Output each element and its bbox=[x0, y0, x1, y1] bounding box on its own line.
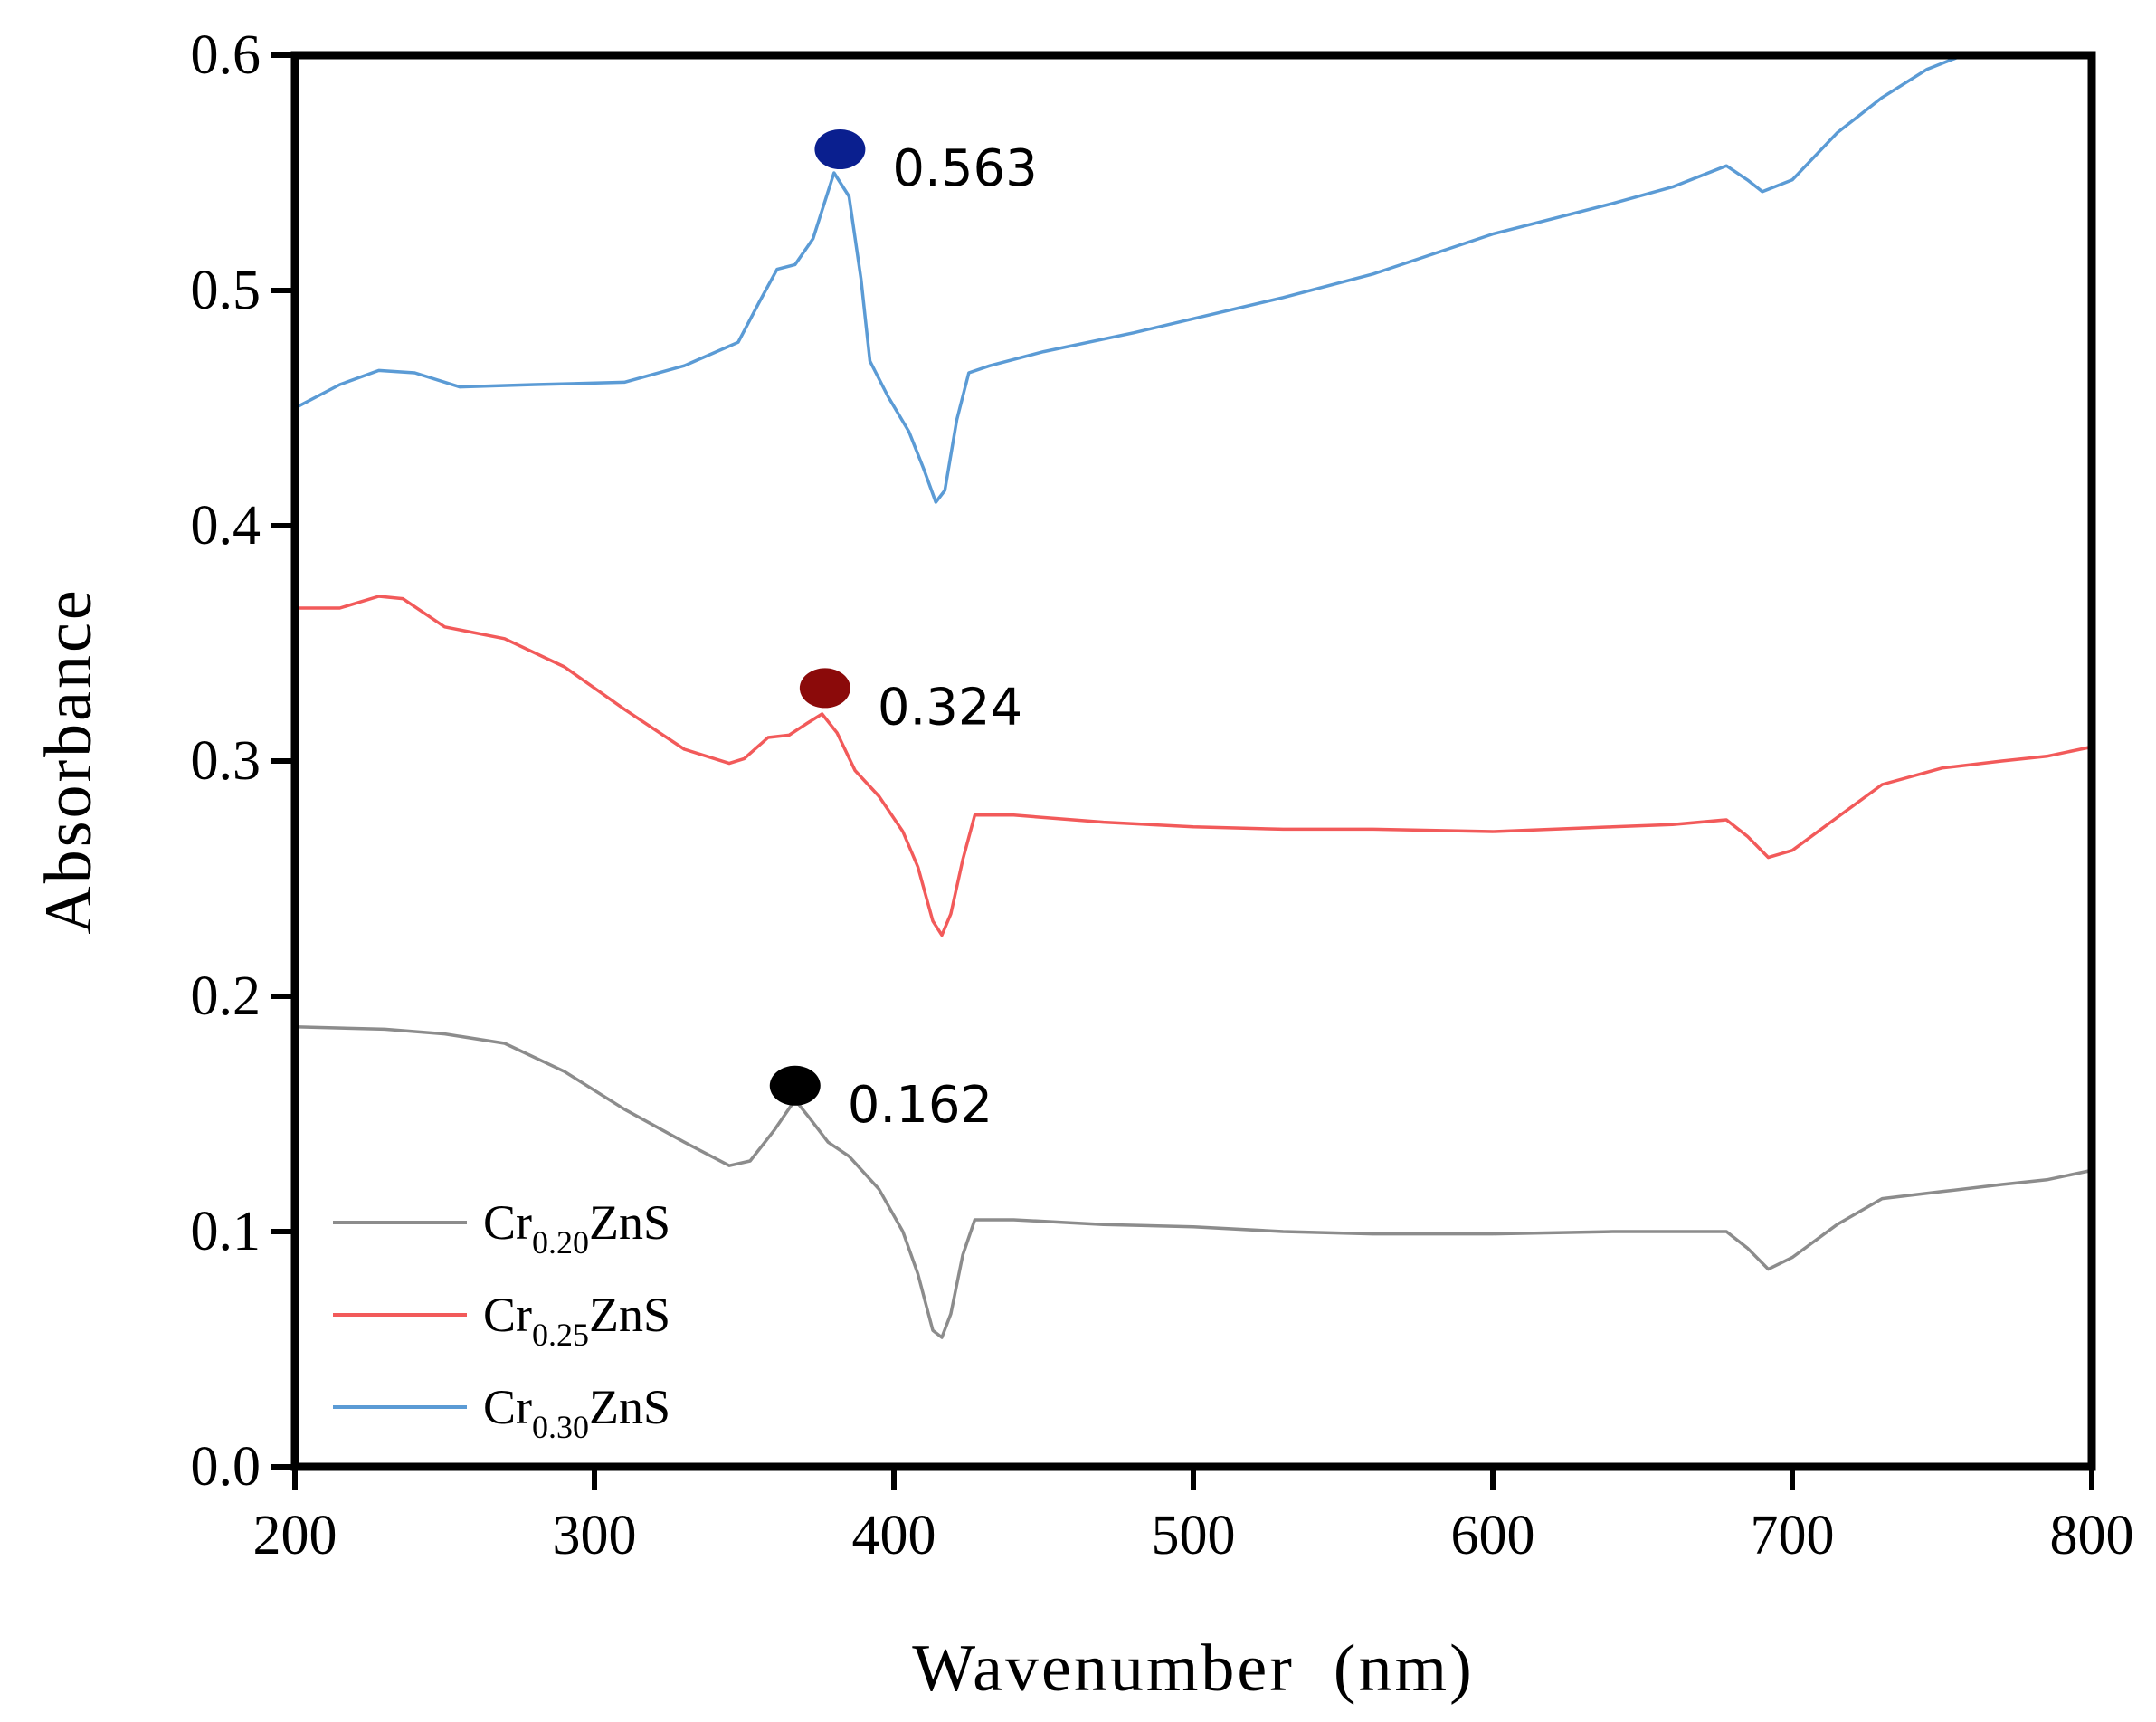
x-tick-label: 700 bbox=[1751, 1505, 1835, 1566]
peak-marker-1 bbox=[799, 668, 850, 709]
y-tick-label: 0.6 bbox=[191, 24, 261, 86]
y-axis-title: Absorbance bbox=[32, 587, 106, 934]
peak-marker-0 bbox=[769, 1065, 821, 1106]
series-line-2 bbox=[295, 55, 1965, 504]
peak-marker-2 bbox=[814, 129, 866, 169]
x-tick-label: 800 bbox=[2050, 1505, 2134, 1566]
series-line-0 bbox=[295, 1025, 2092, 1339]
series-line-1 bbox=[295, 595, 2092, 937]
legend-label-0: Cr0.20ZnS bbox=[483, 1195, 670, 1261]
series-layer bbox=[295, 55, 2092, 1339]
annotation-layer: 0.162 0.324 0.563 bbox=[848, 139, 1038, 1135]
x-tick-label: 300 bbox=[553, 1505, 637, 1566]
x-axis-title: Wavenumber (nm) bbox=[912, 1632, 1475, 1706]
legend-label-2: Cr0.30ZnS bbox=[483, 1380, 670, 1445]
tick-layer: 200 300 400 500 600 700 800 0.0 0.1 0.2 0.3 0.4 0.5 0… bbox=[191, 24, 2134, 1566]
peak-annotation-2: 0.563 bbox=[892, 139, 1037, 198]
y-tick-label: 0.1 bbox=[191, 1201, 261, 1262]
y-tick-label: 0.3 bbox=[191, 730, 261, 792]
y-tick-label: 0.4 bbox=[191, 495, 261, 557]
y-tick-label: 0.2 bbox=[191, 966, 261, 1027]
peak-annotation-1: 0.324 bbox=[878, 678, 1022, 737]
x-tick-label: 400 bbox=[852, 1505, 936, 1566]
x-tick-label: 200 bbox=[253, 1505, 337, 1566]
legend: Cr0.20ZnS Cr0.25ZnS Cr0.30ZnS bbox=[333, 1195, 670, 1445]
peak-marker-layer bbox=[769, 129, 866, 1106]
legend-label-1: Cr0.25ZnS bbox=[483, 1288, 670, 1353]
x-tick-label: 500 bbox=[1152, 1505, 1236, 1566]
y-tick-label: 0.0 bbox=[191, 1436, 261, 1498]
y-tick-label: 0.5 bbox=[191, 260, 261, 321]
peak-annotation-0: 0.162 bbox=[848, 1076, 993, 1135]
x-tick-label: 600 bbox=[1451, 1505, 1535, 1566]
